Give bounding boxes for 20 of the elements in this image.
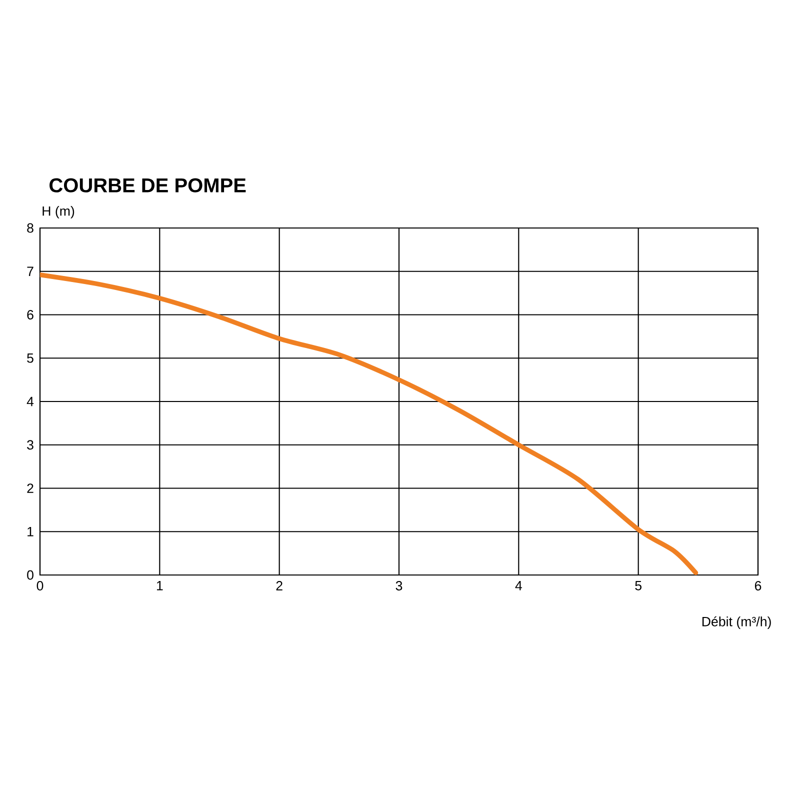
line-series xyxy=(40,272,698,575)
x-tick-label: 1 xyxy=(156,581,163,590)
x-axis-title: Débit (m³/h) xyxy=(702,616,771,629)
y-tick-label: 2 xyxy=(27,484,34,493)
y-tick-label: 6 xyxy=(27,310,34,320)
y-tick-label: 3 xyxy=(27,440,34,450)
chart-title: COURBE DE POMPE xyxy=(50,178,246,192)
y-tick-label: 5 xyxy=(27,353,34,363)
x-tick-label: 4 xyxy=(515,581,522,590)
x-tick-label: 3 xyxy=(396,581,402,590)
y-tick-label: 4 xyxy=(26,396,34,406)
y-tick-label: 1 xyxy=(28,527,34,536)
y-tick-label: 8 xyxy=(27,223,34,233)
y-tick-label: 7 xyxy=(27,266,34,276)
x-tick-label: 2 xyxy=(276,581,282,590)
x-tick-label: 0 xyxy=(36,581,44,590)
y-axis-title: H (m) xyxy=(42,206,74,218)
y-tick-label: 0 xyxy=(27,570,34,580)
x-tick-label: 6 xyxy=(754,581,762,590)
x-tick-label: 5 xyxy=(635,581,642,590)
